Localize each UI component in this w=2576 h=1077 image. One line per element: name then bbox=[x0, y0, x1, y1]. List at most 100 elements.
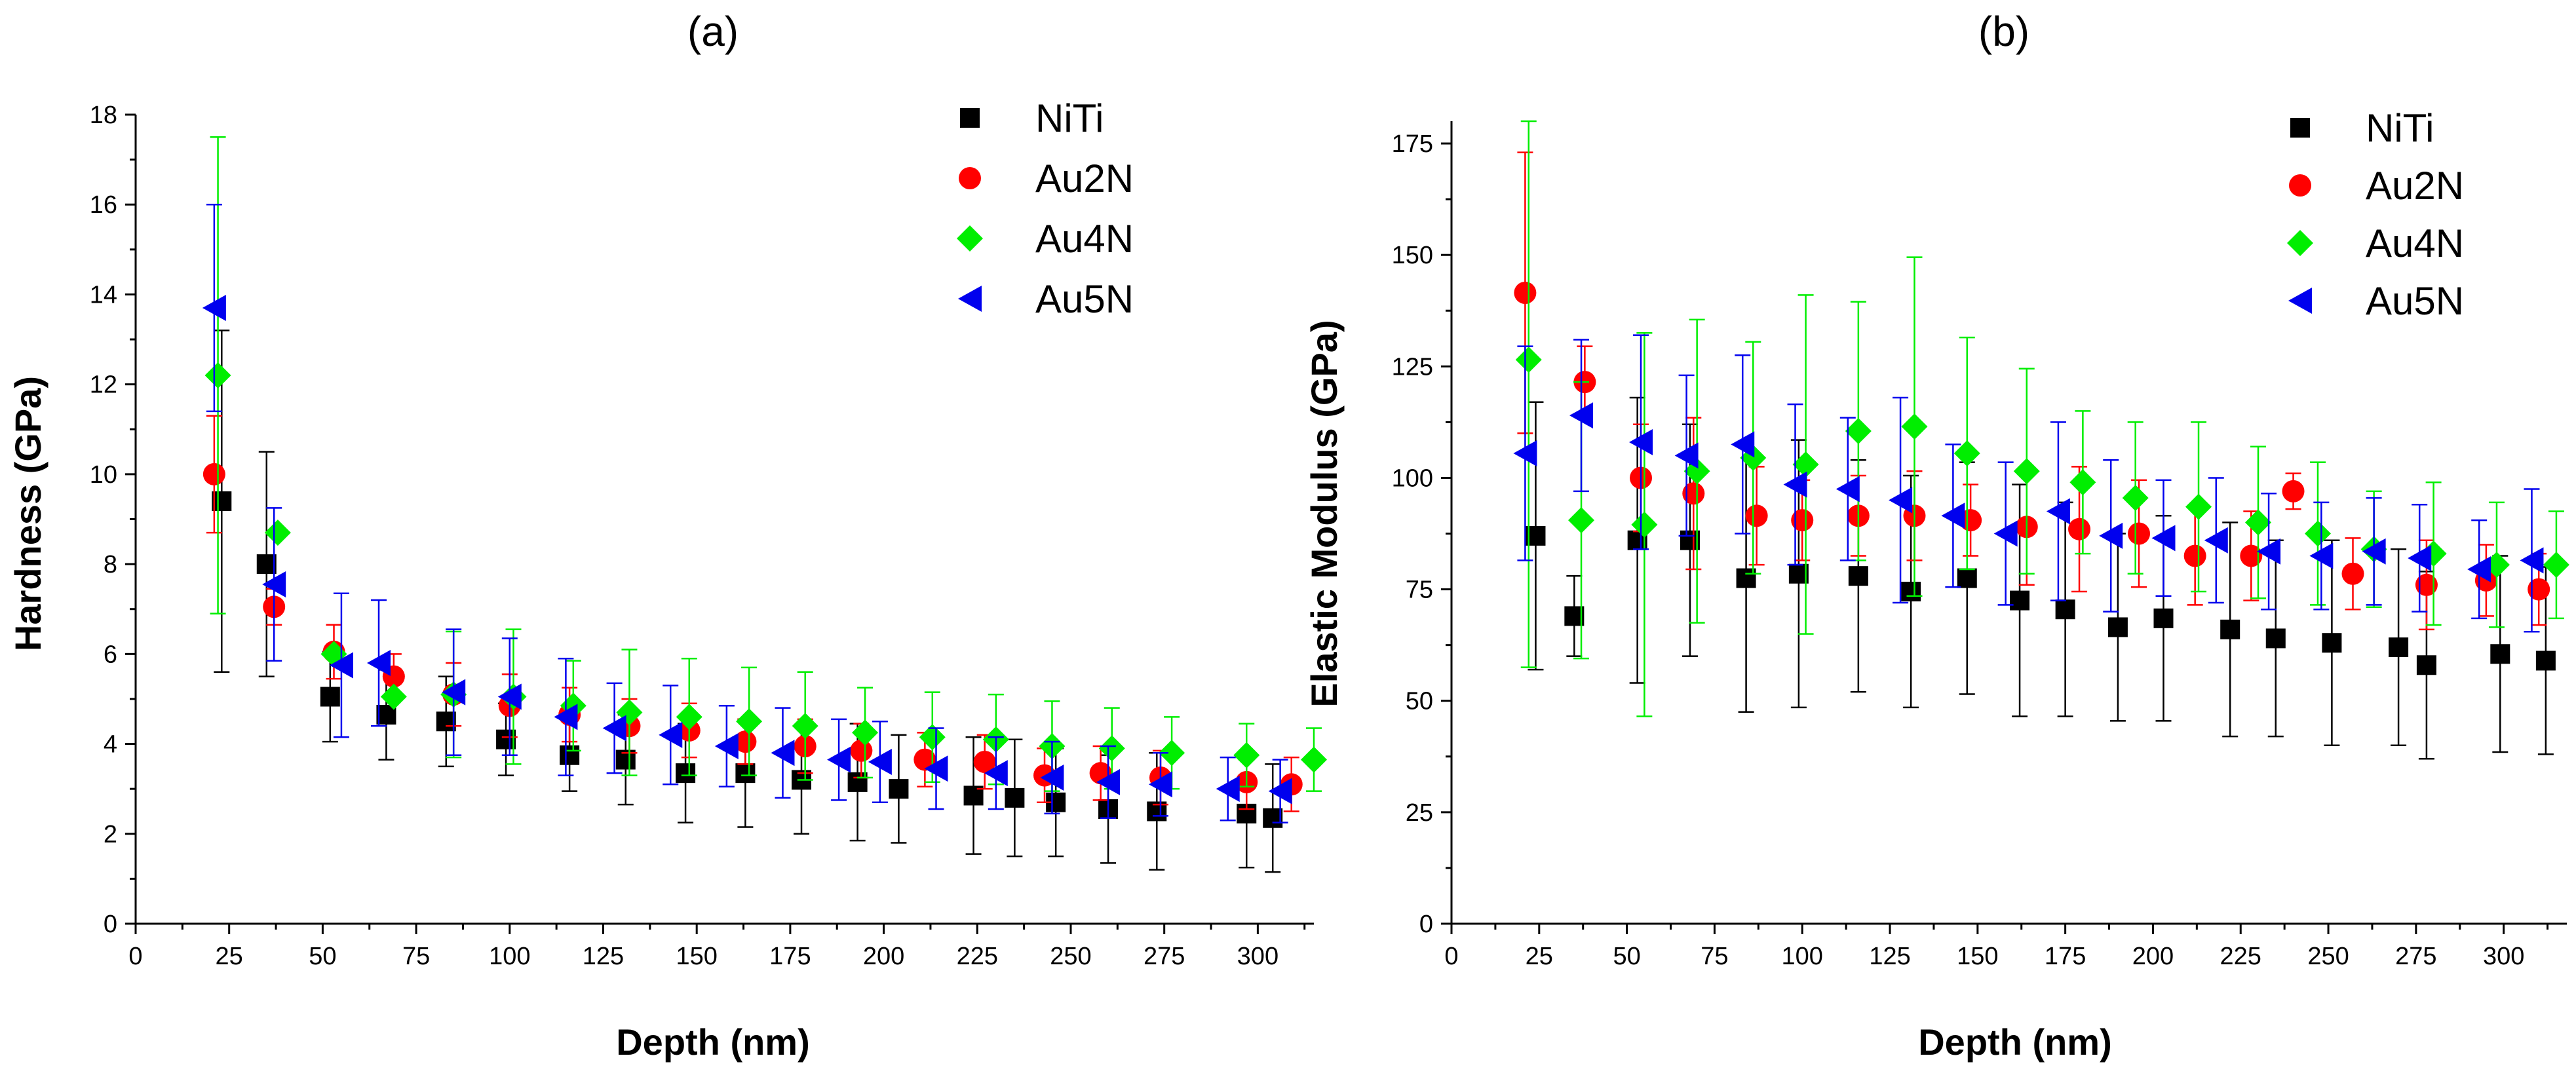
data-point bbox=[1005, 787, 1025, 808]
panel-a-x-tick-label: 250 bbox=[1050, 943, 1091, 970]
panel-b-x-tick-label: 125 bbox=[1869, 943, 1910, 970]
data-point bbox=[1957, 568, 1977, 588]
panel-b-series-au4n bbox=[1515, 120, 2569, 717]
data-point bbox=[736, 708, 763, 735]
panel-b-x-tick-label: 300 bbox=[2483, 943, 2524, 970]
data-point bbox=[1263, 808, 1283, 828]
panel-a-x-tick-label: 100 bbox=[489, 943, 530, 970]
data-point bbox=[1098, 735, 1125, 762]
data-point bbox=[734, 730, 757, 753]
panel-b-series-au5n bbox=[1513, 334, 2544, 633]
data-point bbox=[1682, 482, 1705, 505]
data-point bbox=[202, 295, 226, 322]
data-point bbox=[1096, 768, 1121, 795]
data-point bbox=[2282, 480, 2305, 502]
legend-marker bbox=[2288, 288, 2312, 314]
panel-b-x-tick-label: 50 bbox=[1613, 943, 1640, 970]
legend-label: NiTi bbox=[1035, 96, 1104, 140]
data-point bbox=[2341, 562, 2364, 585]
legend-label: Au5N bbox=[1035, 277, 1134, 321]
panel-a-legend: NiTi Au2N Au4N Au5N bbox=[957, 96, 1134, 321]
data-point bbox=[913, 748, 936, 771]
data-point bbox=[659, 721, 683, 748]
data-point bbox=[2010, 590, 2030, 611]
data-point bbox=[2322, 633, 2342, 653]
data-point bbox=[973, 751, 996, 773]
data-point bbox=[554, 704, 578, 730]
data-point bbox=[1148, 771, 1172, 798]
data-point bbox=[2528, 578, 2550, 601]
panel-a-x-tick-label: 225 bbox=[957, 943, 998, 970]
panel-a-x-axis-title: Depth (nm) bbox=[616, 1021, 810, 1063]
panel-b-y-tick-label: 0 bbox=[1419, 911, 1433, 938]
data-point bbox=[1514, 282, 1537, 305]
panel-b-y-tick-label: 50 bbox=[1406, 688, 1433, 715]
panel-b-x-tick-label: 100 bbox=[1782, 943, 1823, 970]
panel-a-x-tick-label: 0 bbox=[128, 943, 142, 970]
data-point bbox=[1216, 776, 1240, 803]
panel-a: (a) 0 25 50 75 100 125 150 175 200 225 250 275 300 0 2… bbox=[7, 8, 1327, 1063]
panel-a-y-tick-label: 0 bbox=[104, 911, 117, 938]
data-point bbox=[676, 763, 696, 784]
data-point bbox=[1569, 402, 1594, 429]
data-point bbox=[1848, 566, 1868, 586]
data-point bbox=[497, 683, 522, 710]
data-point bbox=[1845, 417, 1872, 444]
data-point bbox=[212, 491, 232, 512]
data-point bbox=[1792, 451, 1819, 478]
data-point bbox=[1629, 429, 1653, 455]
panel-b: (b) 0 25 50 75 100 125 150 175 200 225 250 275 300 0 2… bbox=[1303, 8, 2569, 1063]
panel-a-y-tick-label: 6 bbox=[104, 641, 117, 668]
data-point bbox=[771, 740, 795, 766]
data-point bbox=[2265, 628, 2286, 649]
panel-b-y-tick-label: 125 bbox=[1392, 353, 1433, 381]
data-point bbox=[2185, 493, 2212, 520]
data-point bbox=[1268, 778, 1292, 804]
data-point bbox=[2099, 522, 2123, 549]
data-point bbox=[2128, 522, 2151, 545]
data-point bbox=[2046, 498, 2070, 525]
data-point bbox=[2055, 599, 2075, 620]
panel-a-x-tick-label: 275 bbox=[1144, 943, 1185, 970]
panel-b-data-points bbox=[1513, 120, 2569, 760]
data-point bbox=[919, 724, 946, 751]
data-point bbox=[847, 772, 868, 792]
panel-b-x-tick-label: 225 bbox=[2220, 943, 2261, 970]
panel-a-x-tick-label: 75 bbox=[402, 943, 430, 970]
data-point bbox=[2068, 518, 2091, 540]
panel-a-y-tick-label: 12 bbox=[90, 371, 117, 399]
data-point bbox=[2183, 544, 2206, 567]
data-point bbox=[1791, 509, 1814, 532]
data-point bbox=[827, 746, 851, 773]
panel-a-data-points bbox=[202, 136, 1327, 873]
data-point bbox=[1301, 746, 1327, 773]
data-point bbox=[2416, 655, 2436, 675]
data-point bbox=[792, 713, 818, 740]
data-point bbox=[2389, 637, 2409, 658]
data-point bbox=[204, 362, 231, 388]
data-point bbox=[2240, 544, 2263, 567]
data-point bbox=[1783, 471, 1807, 498]
data-point bbox=[1674, 442, 1699, 469]
data-point bbox=[2107, 617, 2128, 637]
legend-marker bbox=[960, 108, 980, 128]
legend-label: Au4N bbox=[2366, 221, 2464, 265]
data-point bbox=[1040, 765, 1064, 791]
panel-a-y-tick-label: 2 bbox=[104, 821, 117, 848]
panel-b-x-tick-label: 0 bbox=[1444, 943, 1458, 970]
data-point bbox=[1941, 502, 1965, 529]
data-point bbox=[2467, 556, 2491, 582]
data-point bbox=[320, 687, 340, 707]
data-point bbox=[380, 683, 407, 710]
data-point bbox=[1745, 504, 1768, 527]
data-point bbox=[1513, 440, 1537, 467]
panel-a-y-tick-label: 18 bbox=[90, 102, 117, 129]
data-point bbox=[1631, 511, 1658, 538]
data-point bbox=[2309, 542, 2334, 569]
data-point bbox=[676, 704, 702, 730]
data-point bbox=[2257, 538, 2281, 565]
panel-b-x-axis-title: Depth (nm) bbox=[1918, 1021, 2112, 1063]
panel-a-x-tick-label: 50 bbox=[309, 943, 336, 970]
panel-a-y-tick-label: 8 bbox=[104, 551, 117, 578]
data-point bbox=[1683, 458, 1710, 485]
